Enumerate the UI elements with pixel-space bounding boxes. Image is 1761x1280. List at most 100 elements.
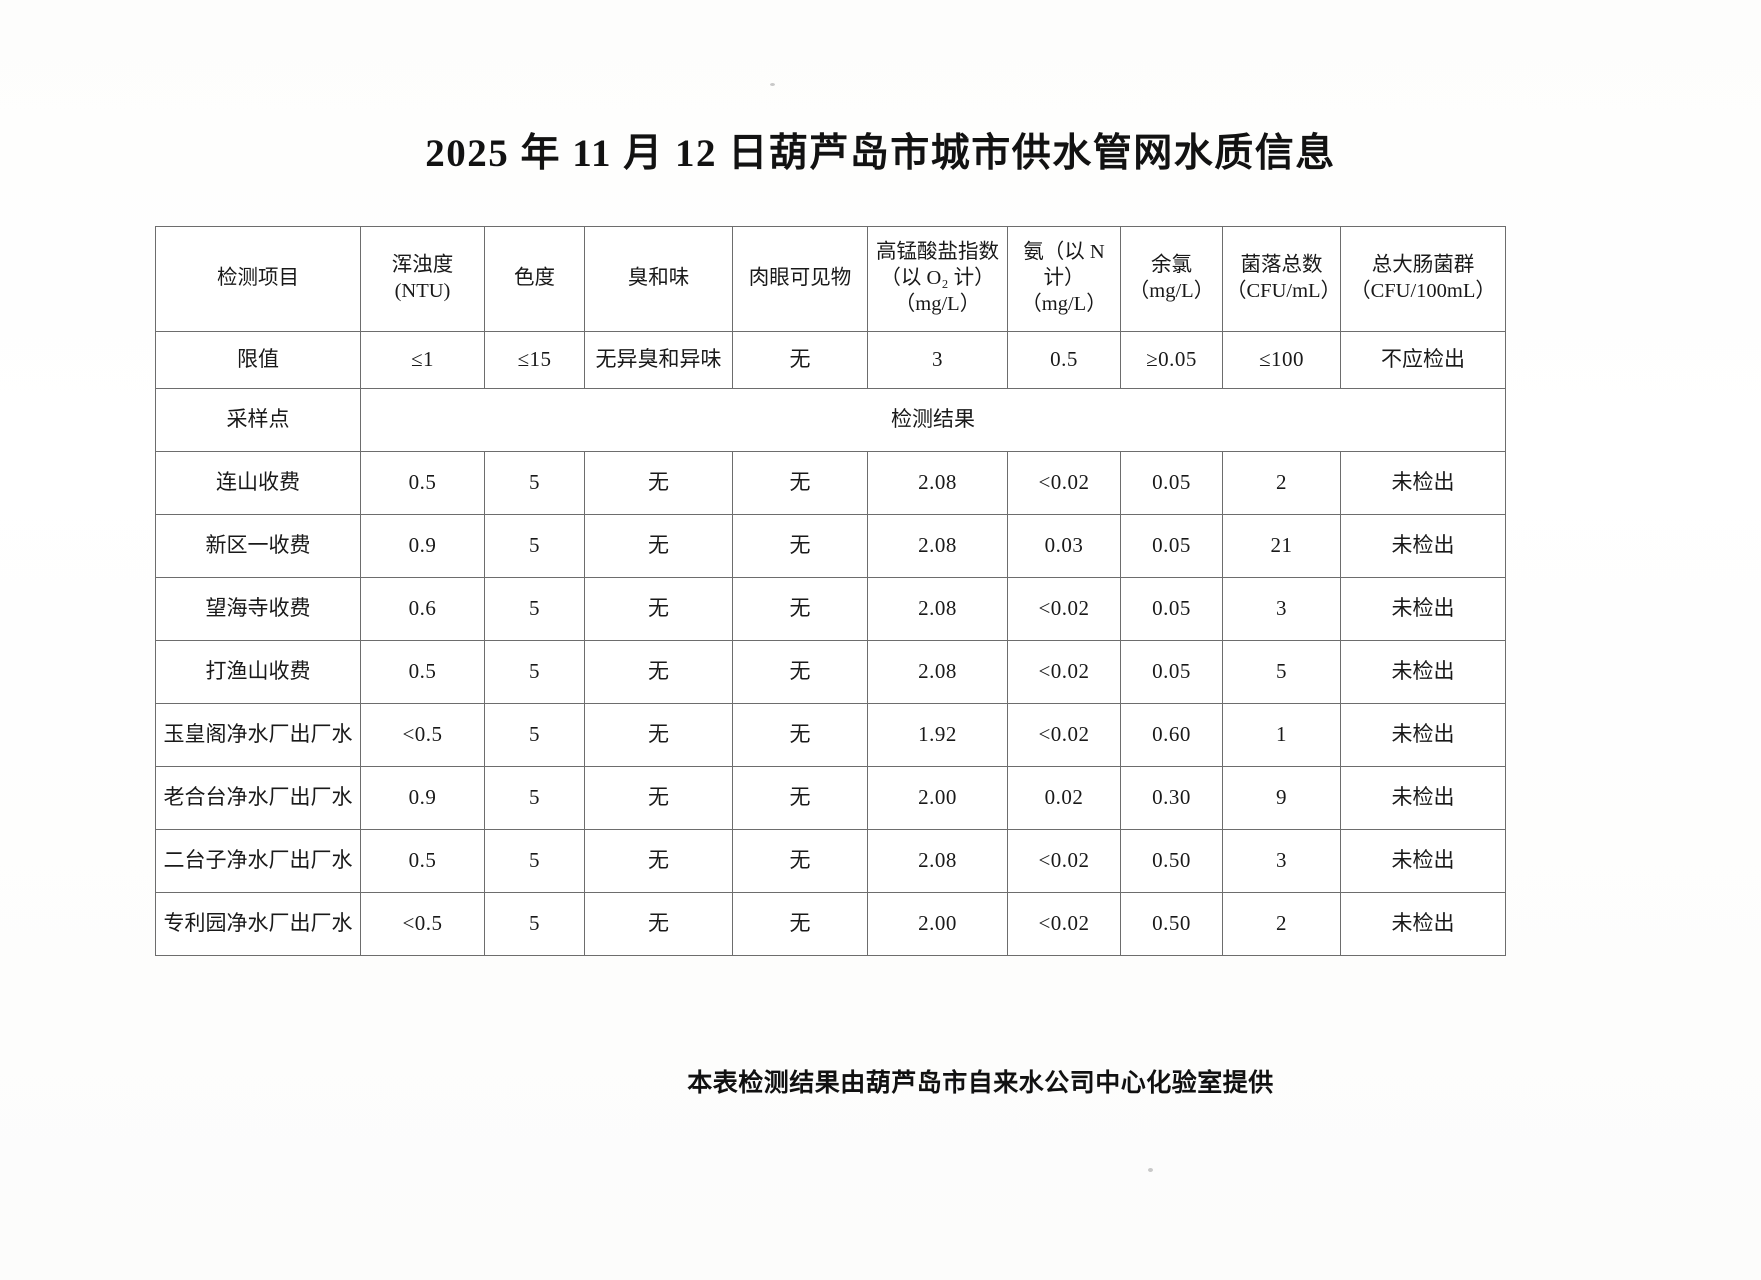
row-chroma: 5 [484,514,585,578]
limit-turbidity: ≤1 [360,331,485,389]
header-cell-chroma: 色度 [484,226,585,332]
row-ammonia: <0.02 [1007,703,1121,767]
row-visible: 无 [732,892,868,956]
limit-chroma: ≤15 [484,331,585,389]
row-coliform: 未检出 [1340,766,1506,830]
row-odor: 无 [584,451,733,515]
header-chlorine-unit: （mg/L） [1128,280,1215,302]
row-permanganate: 2.00 [867,892,1008,956]
header-cell-permanganate: 高锰酸盐指数 （以 O₂ 计） （mg/L） [867,226,1008,332]
row-coliform: 未检出 [1340,451,1506,515]
row-residual-chlorine: 0.05 [1120,451,1223,515]
row-chroma: 5 [484,766,585,830]
row-residual-chlorine: 0.05 [1120,640,1223,704]
scan-speck [1148,1168,1153,1172]
row-visible: 无 [732,451,868,515]
row-visible: 无 [732,829,868,893]
header-colony-main: 菌落总数 [1240,254,1323,277]
row-site: 打渔山收费 [155,640,361,704]
row-chroma: 5 [484,892,585,956]
row-odor: 无 [584,703,733,767]
row-residual-chlorine: 0.50 [1120,829,1223,893]
row-odor: 无 [584,829,733,893]
row-turbidity: 0.9 [360,514,485,578]
row-permanganate: 2.08 [867,577,1008,641]
row-turbidity: 0.5 [360,451,485,515]
sample-point-label: 采样点 [155,388,361,452]
header-cell-item: 检测项目 [155,226,361,332]
row-chroma: 5 [484,640,585,704]
header-coliform-unit: （CFU/100mL） [1350,280,1496,302]
row-site: 新区一收费 [155,514,361,578]
row-site: 专利园净水厂出厂水 [155,892,361,956]
header-ammonia-main: 氨（以 N 计） [1023,241,1105,290]
row-ammonia: <0.02 [1007,829,1121,893]
row-coliform: 未检出 [1340,892,1506,956]
row-colony-count: 1 [1222,703,1341,767]
limit-residual-chlorine: ≥0.05 [1120,331,1223,389]
table-row: 望海寺收费 0.6 5 无 无 2.08 <0.02 0.05 3 未检出 [155,577,1506,641]
header-item-main: 检测项目 [217,267,299,290]
limit-permanganate: 3 [867,331,1008,389]
row-permanganate: 2.08 [867,640,1008,704]
row-odor: 无 [584,577,733,641]
row-chroma: 5 [484,703,585,767]
row-ammonia: <0.02 [1007,640,1121,704]
table-row: 新区一收费 0.9 5 无 无 2.08 0.03 0.05 21 未检出 [155,514,1506,578]
row-ammonia: <0.02 [1007,892,1121,956]
table-row: 玉皇阁净水厂出厂水 <0.5 5 无 无 1.92 <0.02 0.60 1 未… [155,703,1506,767]
row-site: 玉皇阁净水厂出厂水 [155,703,361,767]
row-chroma: 5 [484,451,585,515]
water-quality-table: 检测项目 浑浊度(NTU) 色度 臭和味 肉眼可见物 高锰酸盐指数 （以 O₂ … [155,226,1506,956]
table-row: 打渔山收费 0.5 5 无 无 2.08 <0.02 0.05 5 未检出 [155,640,1506,704]
row-residual-chlorine: 0.30 [1120,766,1223,830]
row-odor: 无 [584,766,733,830]
limit-ammonia: 0.5 [1007,331,1121,389]
table-row: 连山收费 0.5 5 无 无 2.08 <0.02 0.05 2 未检出 [155,451,1506,515]
header-coliform-main: 总大肠菌群 [1371,254,1475,277]
row-coliform: 未检出 [1340,829,1506,893]
row-odor: 无 [584,514,733,578]
row-ammonia: 0.02 [1007,766,1121,830]
row-odor: 无 [584,640,733,704]
row-coliform: 未检出 [1340,514,1506,578]
limit-visible: 无 [732,331,868,389]
row-visible: 无 [732,766,868,830]
row-residual-chlorine: 0.05 [1120,577,1223,641]
header-turbidity-main: 浑浊度(NTU) [391,254,454,302]
header-colony-unit: （CFU/mL） [1226,280,1342,302]
row-ammonia: <0.02 [1007,577,1121,641]
row-coliform: 未检出 [1340,640,1506,704]
row-turbidity: <0.5 [360,703,485,767]
row-odor: 无 [584,892,733,956]
row-permanganate: 2.08 [867,829,1008,893]
header-permanganate-unit: （mg/L） [894,292,981,315]
row-colony-count: 2 [1222,451,1341,515]
row-visible: 无 [732,640,868,704]
header-cell-coliform: 总大肠菌群 （CFU/100mL） [1340,226,1506,332]
header-cell-turbidity: 浑浊度(NTU) [360,226,485,332]
limit-colony-count: ≤100 [1222,331,1341,389]
header-chroma-main: 色度 [514,267,555,290]
row-visible: 无 [732,514,868,578]
row-permanganate: 1.92 [867,703,1008,767]
detection-results-label: 检测结果 [360,388,1506,452]
footer-note: 本表检测结果由葫芦岛市自来水公司中心化验室提供 [687,1070,1274,1097]
page-title: 2025 年 11 月 12 日葫芦岛市城市供水管网水质信息 [425,132,1336,175]
row-ammonia: <0.02 [1007,451,1121,515]
row-coliform: 未检出 [1340,703,1506,767]
row-visible: 无 [732,703,868,767]
header-chlorine-main: 余氯 [1151,254,1192,277]
row-chroma: 5 [484,829,585,893]
header-cell-odor: 臭和味 [584,226,733,332]
table-row: 二台子净水厂出厂水 0.5 5 无 无 2.08 <0.02 0.50 3 未检… [155,829,1506,893]
row-ammonia: 0.03 [1007,514,1121,578]
header-permanganate-sub: （以 O₂ 计） [880,267,995,290]
row-colony-count: 3 [1222,577,1341,641]
limit-value-row: 限值 ≤1 ≤15 无异臭和异味 无 3 0.5 ≥0.05 ≤100 不应检出 [155,331,1506,389]
header-cell-visible-matter: 肉眼可见物 [732,226,868,332]
limit-odor: 无异臭和异味 [584,331,733,389]
row-colony-count: 3 [1222,829,1341,893]
row-site: 望海寺收费 [155,577,361,641]
row-turbidity: 0.9 [360,766,485,830]
